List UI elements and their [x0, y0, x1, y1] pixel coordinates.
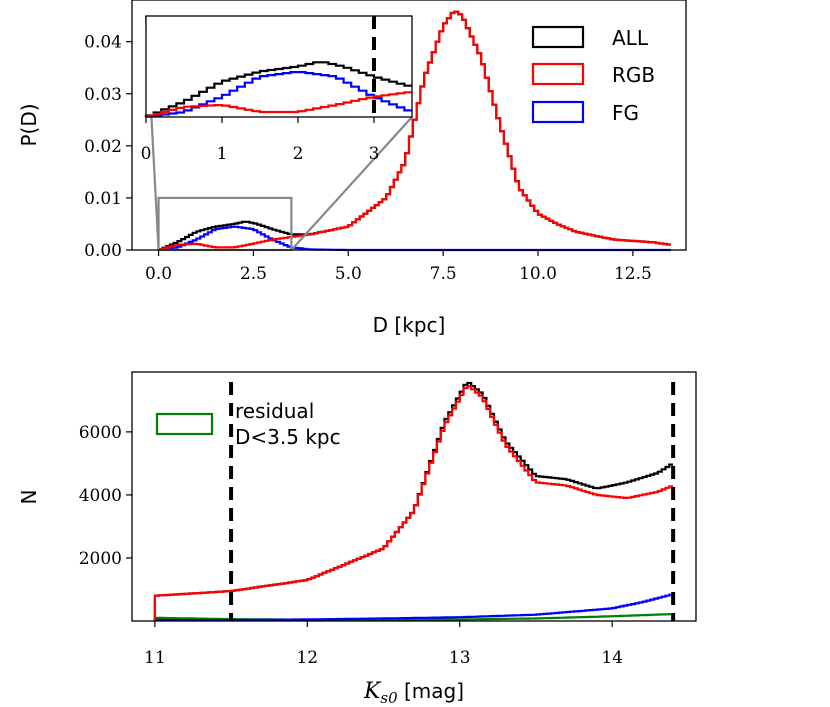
bottom-y-tick-label: 2000	[79, 549, 122, 569]
zoom-connector-right	[290, 116, 413, 251]
bottom-y-tick-label: 6000	[79, 423, 122, 443]
legend-label-residual-line1: residual	[235, 399, 314, 423]
top-y-tick-label: 0.02	[84, 137, 122, 157]
bottom-y-ticks: 2000 4000 6000	[79, 423, 132, 569]
bottom-series-rgb-line	[153, 385, 674, 621]
top-x-tick-label: 2.5	[240, 264, 267, 284]
bottom-series-fg-line	[153, 593, 674, 622]
bottom-x-tick-label: 11	[144, 648, 166, 668]
top-y-axis-label: P(D)	[17, 103, 41, 146]
bottom-axes-frame	[131, 371, 697, 622]
inset-series-all-line	[144, 61, 412, 117]
top-panel: 0.0 2.5 5.0 7.5 10.0 12.5 0.000.010.020.030.0…	[17, 0, 687, 337]
bottom-y-tick-label: 4000	[79, 486, 122, 506]
bottom-dashed-lines	[229, 382, 676, 621]
top-y-ticks: 0.00 0.01 0.02 0.03 0.04	[84, 33, 132, 261]
legend-swatch-fg	[531, 100, 585, 124]
top-x-tick-label: 0.0	[145, 264, 172, 284]
top-legend: ALL RGB FG	[531, 25, 655, 125]
inset-x-ticks: 0 1 2 3	[141, 117, 380, 164]
inset-x-tick-label: 2	[293, 144, 304, 164]
legend-label-fg: FG	[612, 101, 639, 125]
legend-label-all: ALL	[612, 26, 649, 50]
legend-swatch-rgb	[531, 62, 585, 86]
top-axes-frame	[131, 0, 687, 251]
top-y-tick-label: 0.00	[84, 241, 122, 261]
top-y-tick-label: 0.01	[84, 189, 122, 209]
bottom-legend: residual D<3.5 kpc	[155, 399, 341, 449]
series-rgb-line	[157, 10, 671, 251]
legend-swatch-residual	[155, 412, 214, 436]
top-x-tick-label: 12.5	[614, 264, 652, 284]
inset-series-fg-line	[144, 71, 412, 118]
bottom-x-tick-label: 12	[296, 648, 318, 668]
top-x-tick-label: 7.5	[430, 264, 457, 284]
bottom-y-axis-label: N	[17, 490, 41, 505]
bottom-x-axis-label: Ks0 [mag]	[363, 679, 464, 707]
bottom-panel: 11 12 13 14 2000 4000 6000 Ks0 [mag] N residu…	[17, 371, 697, 707]
x-label-sub: s0	[380, 689, 398, 707]
top-x-tick-label: 5.0	[335, 264, 362, 284]
top-x-ticks: 0.0 2.5 5.0 7.5 10.0 12.5	[145, 250, 652, 284]
inset-plot: 0 1 2 3	[141, 15, 413, 164]
inset-frame	[145, 15, 413, 118]
bottom-x-ticks: 11 12 13 14	[144, 621, 623, 668]
inset-series-rgb-line	[144, 91, 412, 118]
inset-x-tick-label: 3	[369, 144, 380, 164]
top-x-axis-label: D [kpc]	[373, 313, 446, 337]
bottom-x-tick-label: 14	[601, 648, 623, 668]
x-label-unit: [mag]	[398, 679, 464, 703]
legend-swatch-all	[531, 25, 585, 49]
x-label-main: K	[363, 679, 382, 704]
top-x-tick-label: 10.0	[519, 264, 557, 284]
legend-label-rgb: RGB	[612, 63, 655, 87]
top-y-tick-label: 0.04	[84, 33, 122, 53]
top-y-tick-label: 0.03	[84, 85, 122, 105]
inset-x-tick-label: 1	[217, 144, 228, 164]
bottom-series-all-line	[153, 381, 674, 621]
bottom-x-tick-label: 13	[449, 648, 471, 668]
inset-x-tick-label: 0	[141, 144, 152, 164]
inset-series-group	[144, 61, 412, 118]
bottom-series-group	[153, 381, 674, 622]
legend-label-residual-line2: D<3.5 kpc	[235, 425, 341, 449]
